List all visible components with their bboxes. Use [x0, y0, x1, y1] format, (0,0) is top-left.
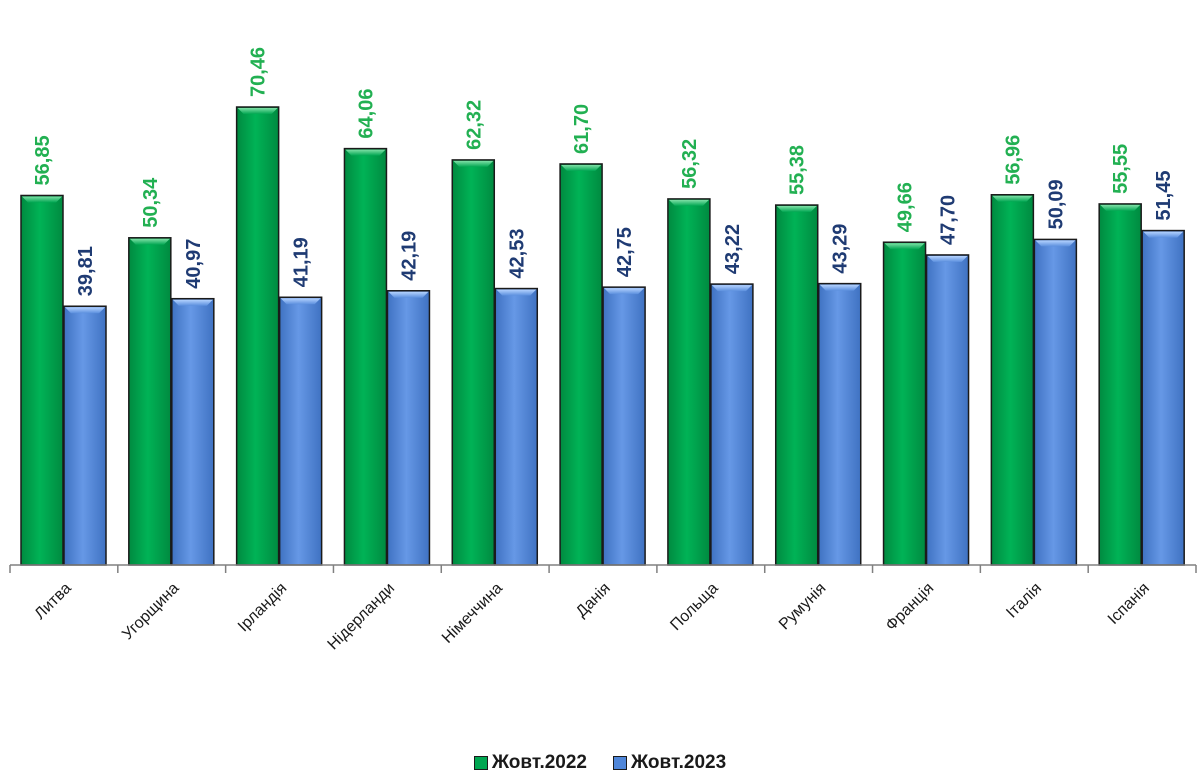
x-axis: Литва Угорщина Ірландія Нідерланди Німеччина… [9, 564, 1197, 654]
bar-cap-2-10 [1035, 240, 1076, 247]
bar-1-9 [882, 241, 927, 566]
data-label-2-5: 42,53 [506, 228, 528, 278]
legend: Жовт.2022 Жовт.2023 [0, 752, 1200, 774]
legend-swatch-series-1 [473, 756, 488, 770]
x-tick-label-6: Данія [573, 580, 614, 621]
bar-cap-1-4 [345, 149, 386, 156]
bar-1-2 [128, 237, 172, 566]
bar-cap-2-5 [496, 289, 537, 296]
data-label-2-3: 41,19 [291, 237, 313, 287]
bar-cap-2-7 [711, 285, 752, 292]
data-label-1-1: 56,85 [32, 135, 54, 185]
x-tick-label-4: Нідерланди [325, 580, 399, 654]
bar-2-1 [63, 305, 107, 566]
bar-cap-2-3 [280, 298, 321, 305]
data-label-1-6: 61,70 [571, 104, 593, 154]
data-label-2-9: 47,70 [938, 195, 960, 245]
data-label-1-4: 64,06 [355, 89, 377, 139]
bar-1-11 [1098, 203, 1142, 566]
bar-2-7 [710, 283, 754, 566]
bar-1-4 [343, 147, 388, 566]
bars-layer [20, 106, 1185, 566]
bar-2-8 [817, 282, 862, 566]
bar-1-1 [20, 194, 64, 566]
bar-2-10 [1033, 238, 1078, 566]
data-label-2-11: 51,45 [1153, 171, 1175, 221]
legend-item-series-2: Жовт.2023 [613, 752, 726, 774]
bar-cap-2-4 [388, 291, 429, 298]
bar-2-5 [494, 287, 539, 566]
bar-chart: 56,85 39,81 50,34 40,97 70,46 41,19 64,06 42,19… [9, 47, 1197, 654]
bar-cap-1-2 [129, 238, 170, 245]
bar-2-9 [925, 254, 970, 566]
x-tick-label-2: Угорщина [119, 580, 182, 643]
bar-2-3 [278, 296, 323, 566]
bar-cap-1-8 [776, 206, 817, 213]
bar-cap-1-9 [884, 243, 925, 250]
x-tick-label-10: Італія [1003, 580, 1045, 622]
bar-cap-2-2 [172, 299, 213, 306]
legend-item-series-1: Жовт.2022 [473, 752, 587, 774]
data-label-2-8: 43,29 [830, 224, 852, 274]
x-tick-label-5: Німеччина [439, 580, 506, 647]
data-label-1-2: 50,34 [140, 177, 162, 228]
data-label-1-9: 49,66 [895, 182, 917, 232]
bar-2-2 [171, 297, 215, 566]
bar-1-10 [990, 194, 1035, 566]
bar-2-4 [386, 290, 431, 566]
bar-1-7 [667, 198, 711, 566]
bar-cap-2-8 [819, 284, 860, 291]
data-label-2-4: 42,19 [398, 231, 420, 281]
data-label-2-2: 40,97 [183, 239, 205, 289]
data-label-1-10: 56,96 [1002, 135, 1024, 185]
bar-1-5 [451, 159, 496, 566]
bar-2-6 [602, 286, 646, 566]
legend-label-series-2: Жовт.2023 [631, 752, 727, 773]
bar-1-3 [235, 106, 280, 566]
x-tick-label-3: Ірландія [235, 580, 290, 635]
x-tick-label-7: Польща [667, 580, 721, 634]
bar-1-8 [774, 204, 819, 566]
x-tick-label-1: Литва [32, 580, 75, 623]
bar-cap-1-11 [1100, 204, 1141, 211]
bar-cap-1-1 [22, 196, 62, 203]
x-tick-label-11: Іспанія [1105, 580, 1153, 628]
data-label-1-11: 55,55 [1110, 144, 1132, 194]
x-tick-label-8: Румунія [776, 580, 830, 634]
data-label-2-6: 42,75 [614, 227, 636, 277]
data-label-1-8: 55,38 [787, 145, 809, 195]
legend-label-series-1: Жовт.2022 [491, 752, 587, 773]
bar-cap-1-3 [237, 108, 278, 115]
legend-swatch-series-2 [613, 756, 627, 770]
bar-2-11 [1141, 229, 1185, 566]
data-label-2-1: 39,81 [75, 246, 97, 296]
data-labels-layer: 56,85 39,81 50,34 40,97 70,46 41,19 64,06 42,19… [32, 47, 1175, 296]
bar-cap-2-11 [1143, 231, 1184, 238]
data-label-2-10: 50,09 [1045, 179, 1067, 229]
bar-cap-2-6 [604, 288, 645, 295]
data-label-1-7: 56,32 [679, 139, 701, 189]
data-label-2-7: 43,22 [722, 224, 744, 274]
bar-1-6 [559, 163, 603, 566]
bar-cap-1-5 [453, 160, 494, 167]
bar-cap-2-1 [65, 307, 105, 314]
data-label-1-3: 70,46 [248, 47, 270, 97]
data-label-1-5: 62,32 [463, 100, 485, 150]
x-tick-label-9: Франція [883, 580, 938, 635]
bar-cap-1-6 [561, 164, 602, 171]
bar-cap-2-9 [927, 255, 968, 262]
bar-cap-1-10 [992, 195, 1033, 202]
bar-cap-1-7 [668, 199, 709, 206]
